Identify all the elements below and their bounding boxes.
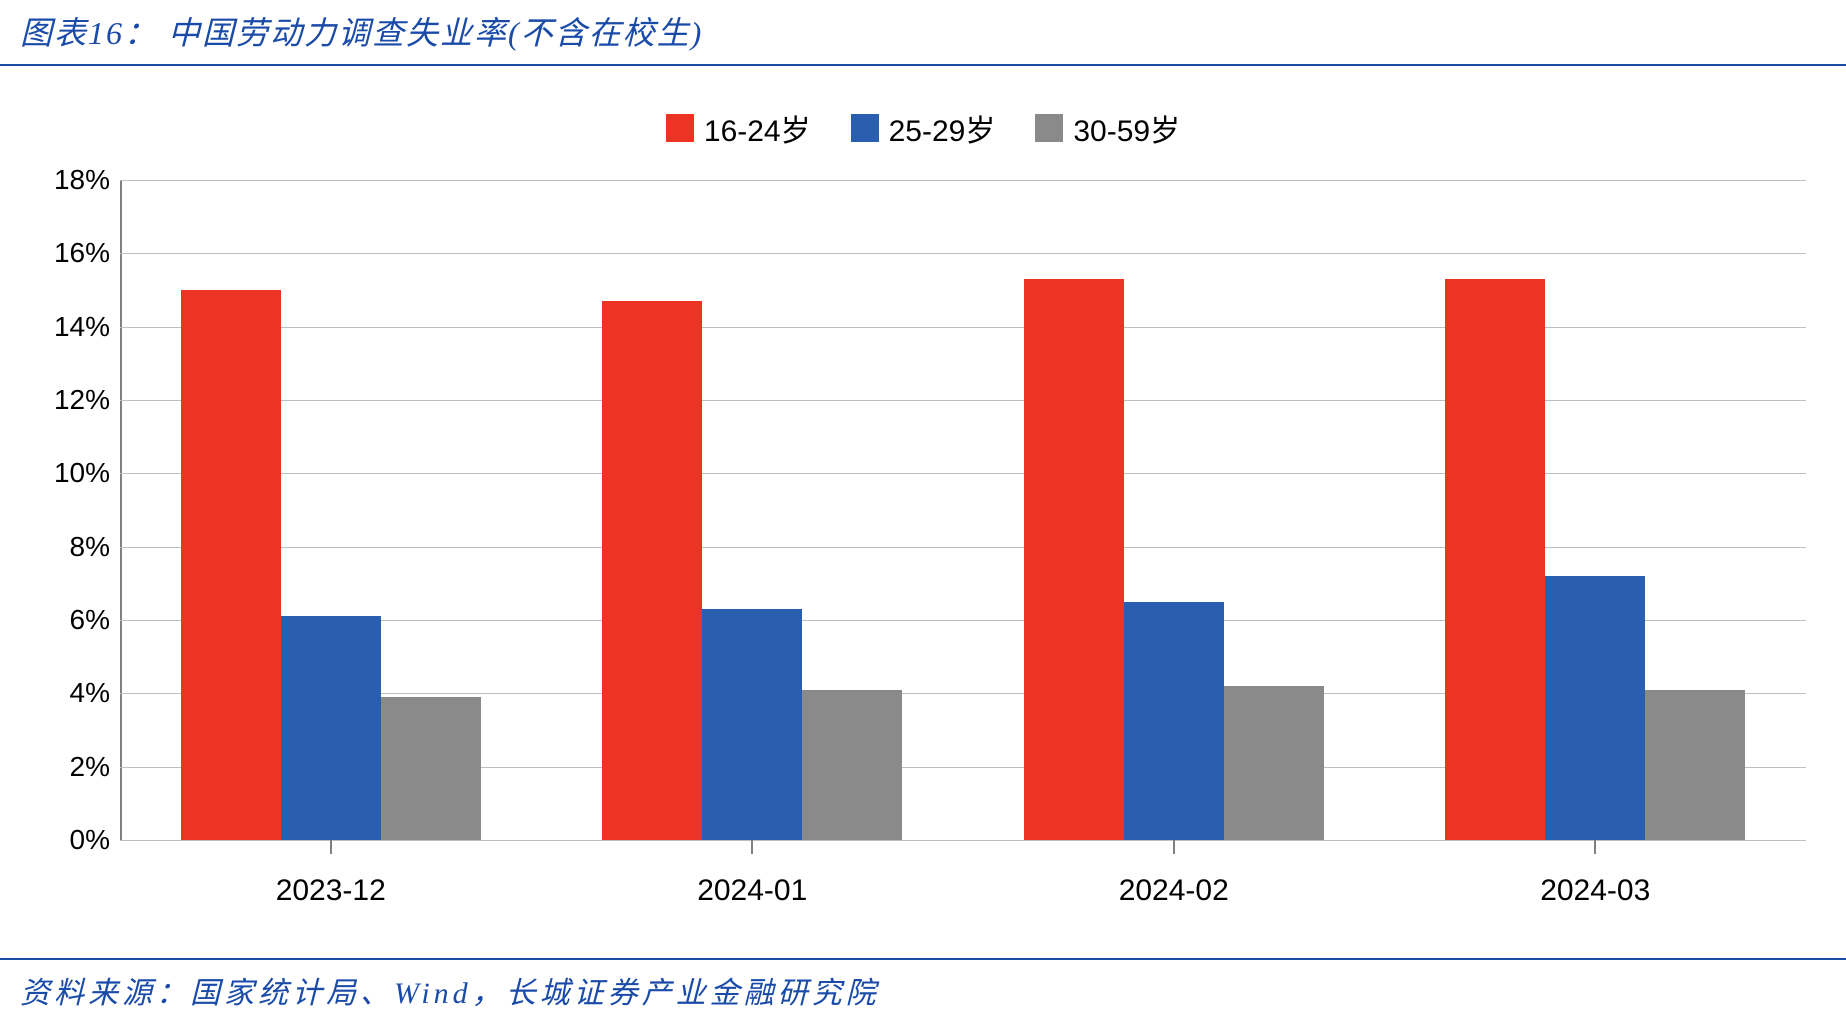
chart-container: 图表16： 中国劳动力调查失业率(不含在校生) 16-24岁 25-29岁 30-5… bbox=[0, 0, 1846, 1020]
bar bbox=[181, 290, 281, 840]
x-axis-label: 2024-01 bbox=[542, 874, 964, 908]
x-axis-label: 2023-12 bbox=[120, 874, 542, 908]
legend-swatch bbox=[666, 114, 694, 142]
x-tick-mark bbox=[1173, 840, 1175, 854]
y-tick-label: 2% bbox=[20, 751, 110, 783]
chart-title-row: 图表16： 中国劳动力调查失业率(不含在校生) bbox=[0, 0, 1846, 66]
legend-item: 30-59岁 bbox=[1035, 106, 1180, 150]
chart-source: 资料来源：国家统计局、Wind，长城证券产业金融研究院 bbox=[0, 958, 1846, 1020]
bar bbox=[602, 301, 702, 840]
bar bbox=[381, 697, 481, 840]
bar bbox=[1224, 686, 1324, 840]
x-tick-marks bbox=[120, 840, 1806, 854]
bar-group bbox=[1385, 180, 1807, 840]
legend-label: 16-24岁 bbox=[704, 106, 811, 150]
bar-group bbox=[963, 180, 1385, 840]
x-axis: 2023-122024-012024-022024-03 bbox=[120, 874, 1806, 908]
x-tick-mark bbox=[1594, 840, 1596, 854]
y-tick-label: 12% bbox=[20, 384, 110, 416]
y-tick-label: 18% bbox=[20, 164, 110, 196]
y-tick-label: 8% bbox=[20, 531, 110, 563]
legend-swatch bbox=[851, 114, 879, 142]
bar-group bbox=[542, 180, 964, 840]
legend-item: 25-29岁 bbox=[851, 106, 996, 150]
x-tick-cell bbox=[1385, 840, 1807, 854]
y-tick-label: 16% bbox=[20, 237, 110, 269]
bar bbox=[1645, 690, 1745, 840]
x-tick-cell bbox=[963, 840, 1385, 854]
legend-item: 16-24岁 bbox=[666, 106, 811, 150]
chart-title: 图表16： 中国劳动力调查失业率(不含在校生) bbox=[20, 15, 703, 51]
y-axis: 0%2%4%6%8%10%12%14%16%18% bbox=[20, 180, 110, 840]
bar bbox=[1024, 279, 1124, 840]
bar bbox=[702, 609, 802, 840]
bar bbox=[1545, 576, 1645, 840]
legend-label: 30-59岁 bbox=[1073, 106, 1180, 150]
bar-group bbox=[120, 180, 542, 840]
bar bbox=[802, 690, 902, 840]
bar bbox=[1445, 279, 1545, 840]
y-tick-label: 14% bbox=[20, 311, 110, 343]
chart-plot-area: 0%2%4%6%8%10%12%14%16%18% bbox=[120, 180, 1806, 840]
legend-swatch bbox=[1035, 114, 1063, 142]
x-tick-mark bbox=[751, 840, 753, 854]
y-tick-label: 10% bbox=[20, 457, 110, 489]
bar bbox=[1124, 602, 1224, 840]
bar bbox=[281, 616, 381, 840]
bars-layer bbox=[120, 180, 1806, 840]
x-tick-cell bbox=[120, 840, 542, 854]
x-axis-label: 2024-03 bbox=[1385, 874, 1807, 908]
x-axis-label: 2024-02 bbox=[963, 874, 1385, 908]
y-tick-label: 6% bbox=[20, 604, 110, 636]
chart-legend: 16-24岁 25-29岁 30-59岁 bbox=[0, 66, 1846, 170]
y-tick-label: 4% bbox=[20, 677, 110, 709]
x-tick-cell bbox=[542, 840, 964, 854]
x-tick-mark bbox=[330, 840, 332, 854]
legend-label: 25-29岁 bbox=[889, 106, 996, 150]
